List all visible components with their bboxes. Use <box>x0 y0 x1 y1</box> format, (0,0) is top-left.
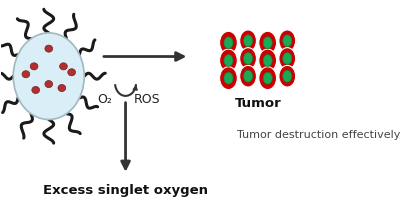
Text: Excess singlet oxygen: Excess singlet oxygen <box>43 184 208 197</box>
Ellipse shape <box>45 45 53 52</box>
Ellipse shape <box>259 49 277 72</box>
Ellipse shape <box>68 69 75 76</box>
Ellipse shape <box>224 72 233 84</box>
Ellipse shape <box>279 48 296 69</box>
Ellipse shape <box>259 31 277 54</box>
Ellipse shape <box>60 63 67 70</box>
Ellipse shape <box>243 70 253 82</box>
Text: O₂: O₂ <box>97 93 112 106</box>
Ellipse shape <box>263 37 272 49</box>
Ellipse shape <box>279 65 296 87</box>
Ellipse shape <box>283 35 292 47</box>
Ellipse shape <box>259 67 277 90</box>
Ellipse shape <box>263 55 272 66</box>
Text: ROS: ROS <box>134 93 160 106</box>
Ellipse shape <box>220 31 237 54</box>
Ellipse shape <box>263 72 272 84</box>
Ellipse shape <box>22 71 30 78</box>
Ellipse shape <box>240 65 256 87</box>
Ellipse shape <box>30 63 38 70</box>
Ellipse shape <box>283 70 292 82</box>
Text: Tumor: Tumor <box>234 97 281 110</box>
Ellipse shape <box>220 67 237 90</box>
Ellipse shape <box>240 48 256 69</box>
Ellipse shape <box>240 30 256 52</box>
Ellipse shape <box>224 55 233 66</box>
Text: Tumor destruction effectively: Tumor destruction effectively <box>237 130 400 140</box>
Ellipse shape <box>58 84 66 92</box>
Ellipse shape <box>243 53 253 64</box>
Ellipse shape <box>279 30 296 52</box>
Ellipse shape <box>283 53 292 64</box>
Ellipse shape <box>224 37 233 49</box>
Ellipse shape <box>243 35 253 47</box>
Ellipse shape <box>13 33 84 120</box>
Ellipse shape <box>220 49 237 72</box>
Ellipse shape <box>32 86 40 94</box>
Ellipse shape <box>45 81 53 88</box>
